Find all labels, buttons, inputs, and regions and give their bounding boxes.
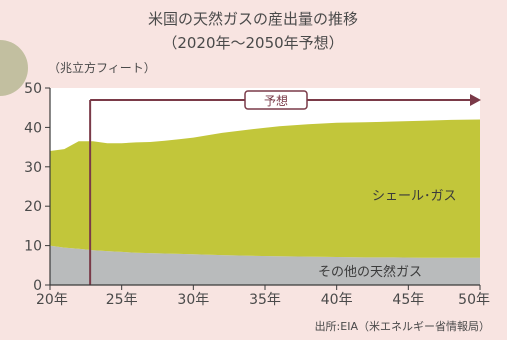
series-label-shale-gas: シェール･ガス — [372, 189, 457, 204]
y-tick-label: 0 — [33, 278, 42, 294]
y-tick-label: 10 — [24, 239, 42, 255]
y-tick-label: 40 — [24, 120, 42, 136]
series-label-other-gas: その他の天然ガス — [318, 264, 422, 280]
y-tick-label: 30 — [24, 160, 42, 176]
x-tick-label: 30年 — [177, 292, 209, 308]
x-tick-label: 25年 — [106, 292, 138, 308]
x-tick-label: 20年 — [36, 292, 68, 308]
y-tick-label: 50 — [24, 81, 42, 97]
x-tick-label: 45年 — [392, 292, 424, 308]
area-series-0 — [50, 245, 480, 285]
decorative-circle — [0, 40, 28, 96]
x-tick-label: 50年 — [458, 292, 490, 308]
forecast-arrowhead — [470, 94, 481, 106]
y-tick-label: 20 — [24, 199, 42, 215]
chart-title: 米国の天然ガスの産出量の推移 — [148, 10, 358, 28]
x-tick-label: 35年 — [249, 292, 281, 308]
area-series-1 — [50, 119, 480, 258]
chart-subtitle: （2020年〜2050年予想） — [162, 34, 343, 52]
source-note: 出所:EIA（米エネルギー省情報局） — [315, 319, 490, 333]
forecast-badge — [244, 90, 308, 110]
forecast-label: 予想 — [264, 93, 288, 108]
x-tick-label: 40年 — [321, 292, 353, 308]
y-axis-unit-label: （兆立方フィート） — [48, 60, 156, 75]
